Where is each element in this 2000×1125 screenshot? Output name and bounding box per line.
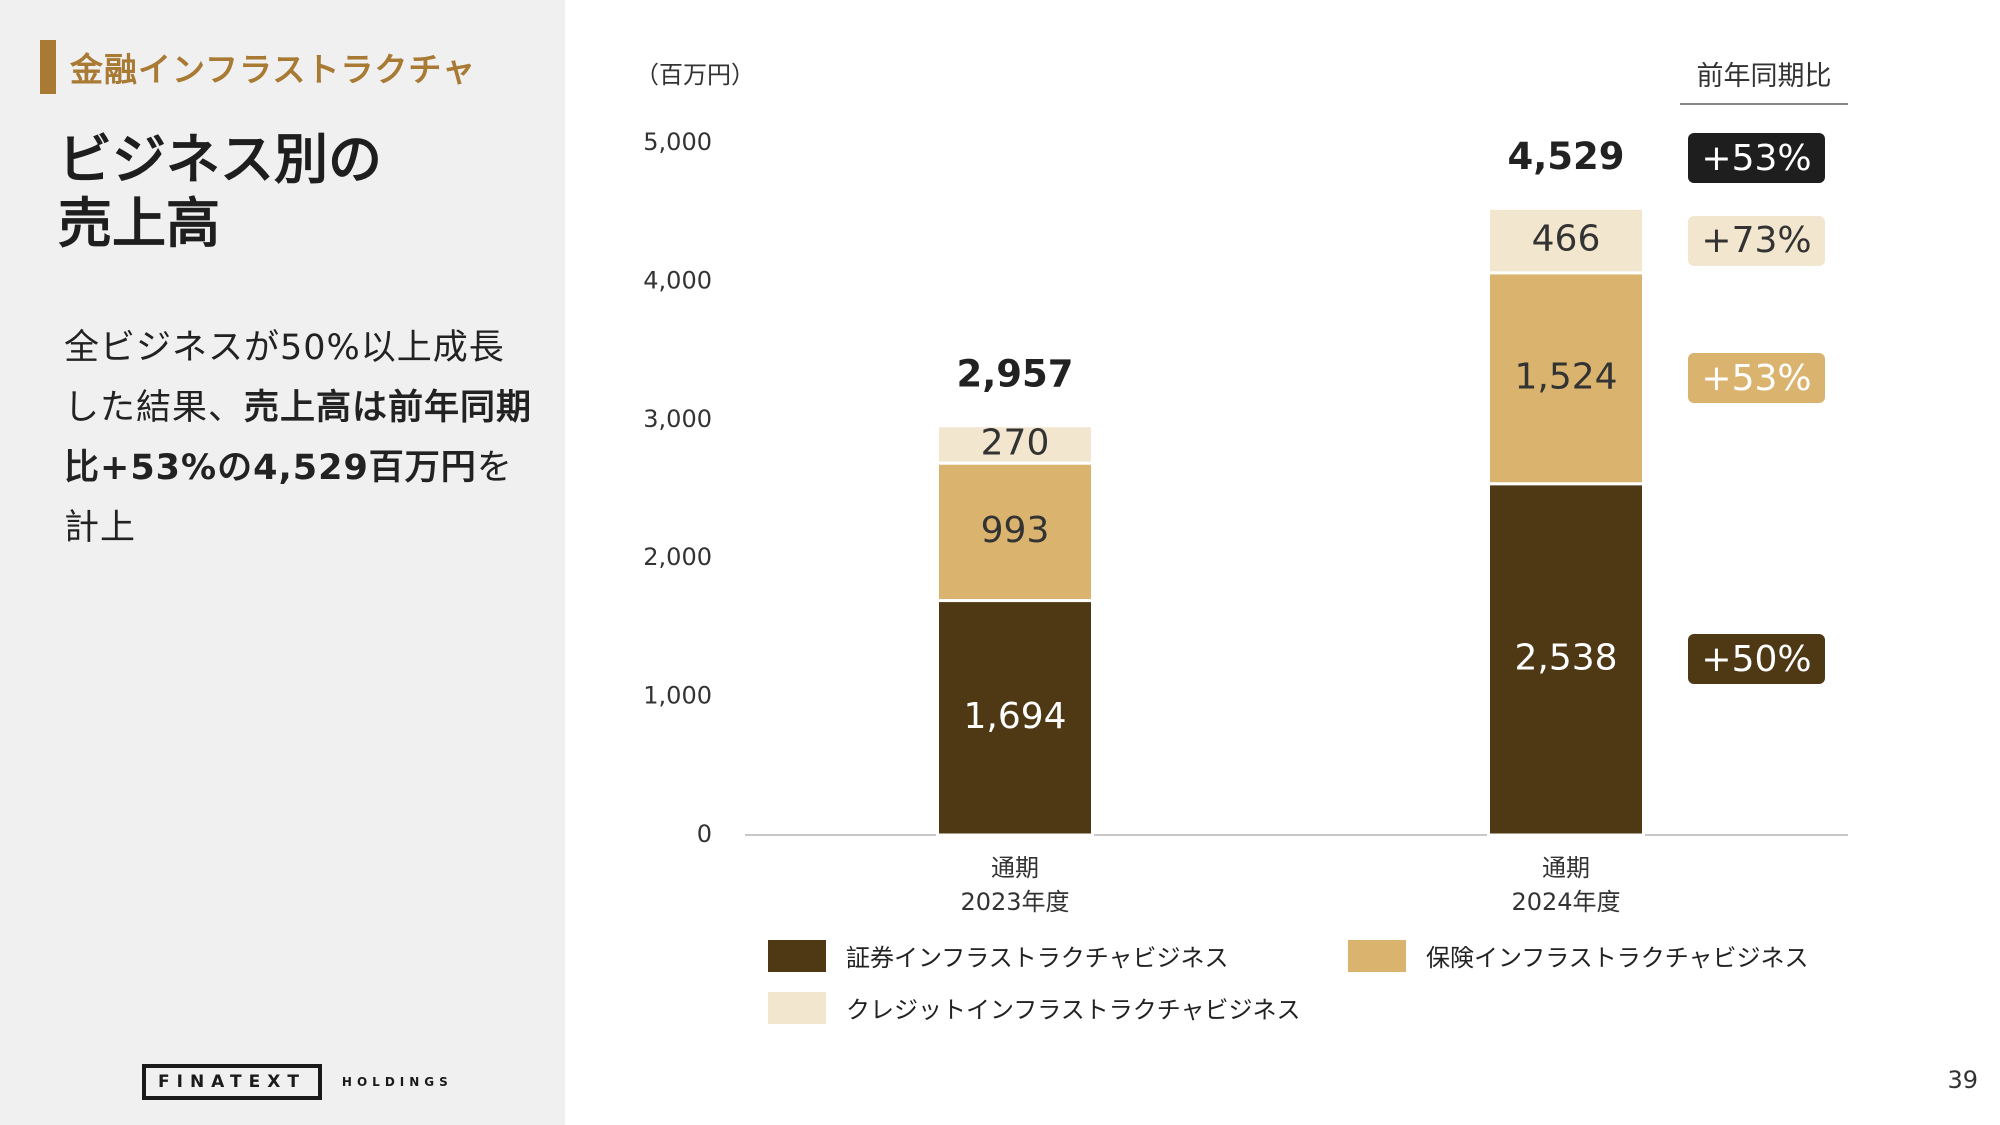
left-panel: 金融インフラストラクチャ ビジネス別の 売上高 全ビジネスが50%以上成長した結… [0, 0, 565, 1125]
x-tick-label: 2024年度 [1511, 888, 1620, 916]
legend-swatch [768, 991, 826, 1024]
page-number: 39 [1947, 1066, 1978, 1094]
bar-data-label: 993 [981, 510, 1050, 551]
bar-segment [1487, 206, 1645, 275]
y-tick-label: 5,000 [643, 128, 712, 156]
summary-text: 全ビジネスが50%以上成長した結果、売上高は前年同期比+53%の4,529百万円… [64, 318, 534, 558]
revenue-chart: （百万円） 0 1,000 2,000 3,000 4,000 5,000 1,694 993 2… [635, 61, 1848, 916]
yoy-header: 前年同期比 [1680, 54, 1848, 105]
bar-segment [1487, 271, 1645, 486]
bar-segment [936, 424, 1094, 465]
y-tick-label: 1,000 [643, 682, 712, 710]
bar-segment [936, 461, 1094, 603]
bar-data-label: 1,524 [1514, 356, 1617, 397]
summary-part1: 全ビジネスが50%以上成長した結果、 [64, 328, 505, 428]
y-tick-label: 2,000 [643, 543, 712, 571]
section-tag-bar [40, 40, 56, 94]
bar-segment [1487, 482, 1645, 837]
yoy-badge: +73% [1688, 215, 1825, 266]
y-tick-label: 3,000 [643, 405, 712, 433]
legend-label: 保険インフラストラクチャビジネス [1426, 944, 1809, 972]
legend-item: 保険インフラストラクチャビジネス [1348, 938, 1809, 973]
x-tick-label: 通期 [991, 854, 1039, 882]
bar-data-label: 1,694 [963, 696, 1066, 737]
bar-total-label: 4,529 [1507, 135, 1624, 178]
bar-segment [936, 599, 1094, 837]
legend-label: クレジットインフラストラクチャビジネス [846, 996, 1301, 1024]
yoy-badge: +53% [1688, 133, 1825, 184]
bar-data-label: 2,538 [1514, 637, 1617, 678]
bar-total-label: 2,957 [956, 352, 1073, 395]
y-unit-label: （百万円） [635, 61, 755, 89]
legend-label: 証券インフラストラクチャビジネス [846, 944, 1229, 972]
y-tick-label: 4,000 [643, 266, 712, 294]
yoy-badge: +50% [1688, 634, 1825, 685]
section-tag-label: 金融インフラストラクチャ [70, 50, 477, 89]
section-tag: 金融インフラストラクチャ [40, 40, 476, 94]
legend-item: クレジットインフラストラクチャビジネス [768, 990, 1301, 1025]
logo-sub: HOLDINGS [341, 1075, 453, 1089]
company-logo: FINATEXT HOLDINGS [142, 1064, 453, 1100]
yoy-badge: +53% [1688, 353, 1825, 404]
legend-swatch [1348, 939, 1406, 972]
x-tick-label: 2023年度 [960, 888, 1069, 916]
x-tick-label: 通期 [1542, 854, 1590, 882]
summary-bold: 売上高は前年同期比+53%の4,529百万円 [64, 388, 533, 488]
bar-data-label: 270 [981, 422, 1050, 463]
logo-main: FINATEXT [142, 1064, 322, 1100]
legend-swatch [768, 939, 826, 972]
legend-item: 証券インフラストラクチャビジネス [768, 938, 1229, 973]
page-title: ビジネス別の 売上高 [58, 128, 382, 255]
bar-data-label: 466 [1532, 219, 1601, 260]
y-tick-label: 0 [697, 820, 712, 848]
summary-part2: を計上 [64, 448, 513, 548]
